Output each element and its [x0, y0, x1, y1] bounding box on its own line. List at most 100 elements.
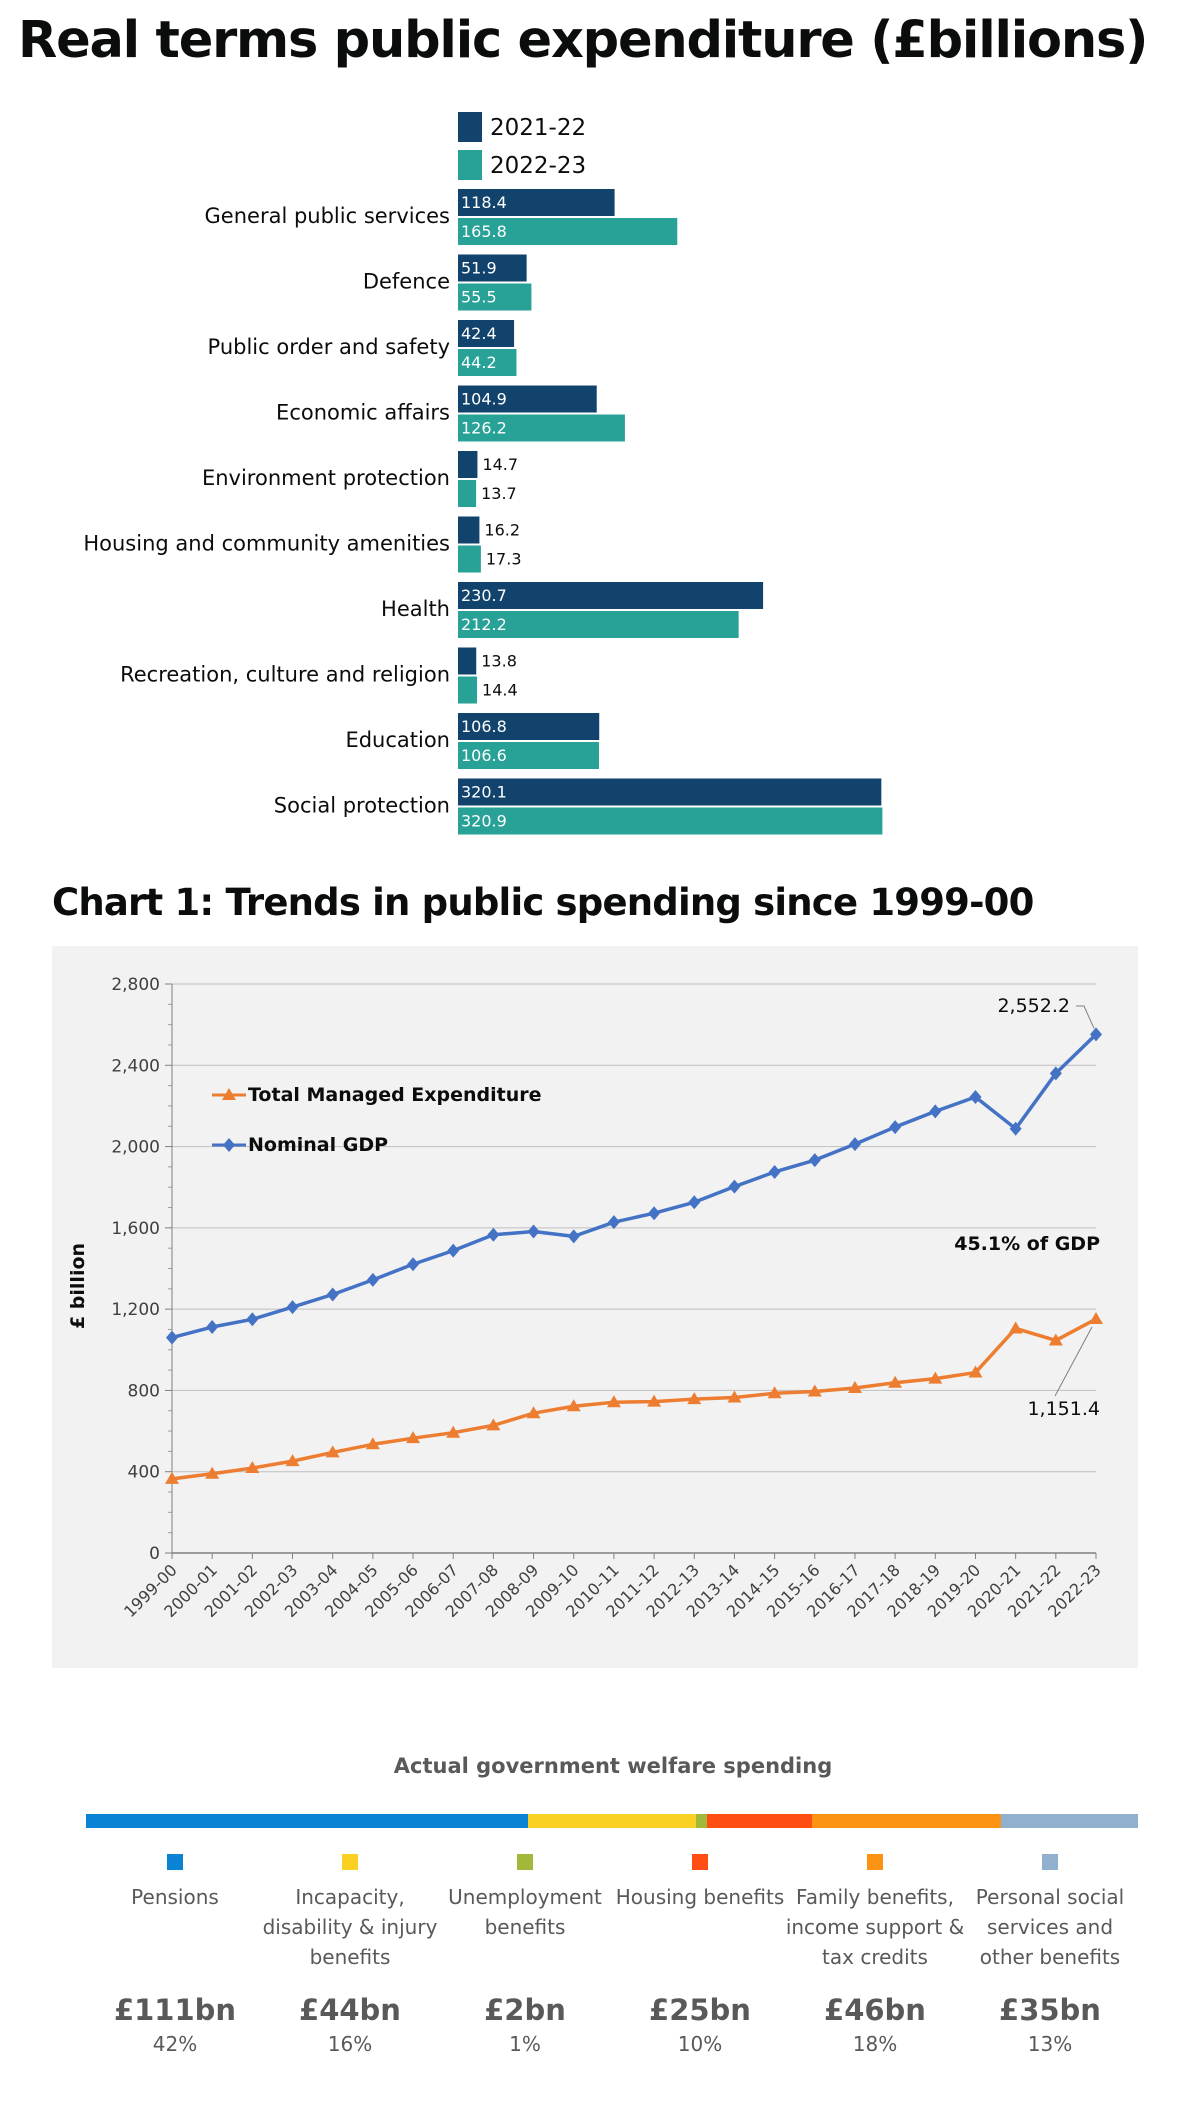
bar-value-label: 320.1 — [461, 783, 507, 802]
bar-2021-22 — [458, 254, 527, 282]
data-point-gdp — [607, 1215, 620, 1230]
bar-2021-22 — [458, 713, 600, 740]
line-chart-svg: 04008001,2001,6002,0002,4002,8001999-002… — [67, 975, 1105, 1621]
data-point-tme — [285, 1454, 300, 1467]
annotation-gdp-share: 45.1% of GDP — [954, 1233, 1100, 1255]
data-point-tme — [526, 1406, 541, 1419]
bar-value-label: 16.2 — [484, 521, 520, 540]
bar-2021-22 — [458, 778, 882, 806]
category-label: Health — [381, 597, 450, 621]
bar-2022-23 — [458, 480, 477, 507]
welfare-items: Pensions £111bn 42% Incapacity, disability … — [88, 1854, 1138, 2104]
annotation-leader-gdp — [1076, 1005, 1095, 1029]
spending-trend-line-chart: 0 400 800 1,200 1,600 2,000 2,400 2,800 1999-00 2… — [52, 946, 1138, 1668]
data-point-tme — [647, 1394, 662, 1407]
category-label: Education — [345, 728, 450, 752]
data-point-gdp — [366, 1272, 379, 1287]
data-point-tme — [165, 1471, 179, 1484]
bar-value-label: 13.7 — [481, 484, 517, 503]
welfare-item-family: Family benefits, income support & tax cr… — [785, 1854, 965, 2058]
data-point-gdp — [768, 1164, 781, 1179]
welfare-amount: £25bn — [649, 1993, 751, 2027]
bar-value-label: 14.4 — [482, 681, 518, 700]
bar-2022-23 — [458, 742, 599, 769]
welfare-segment-pensions — [86, 1814, 528, 1828]
welfare-label: Pensions — [131, 1885, 219, 1909]
welfare-percentage: 16% — [327, 2032, 373, 2056]
y-axis-title: £ billion — [67, 1243, 89, 1329]
series-line-gdp — [171, 1033, 1098, 1340]
series-line-tme — [171, 1317, 1097, 1481]
data-point-tme — [205, 1466, 220, 1479]
data-point-tme — [446, 1425, 461, 1438]
bar-chart-svg: 2021-22 2022-23 General public services 118… — [83, 112, 883, 835]
chart1-title: Chart 1: Trends in public spending since… — [52, 881, 1034, 924]
data-point-tme — [486, 1418, 501, 1431]
bar-2022-23 — [458, 611, 739, 638]
data-point-tme — [687, 1392, 702, 1405]
data-point-tme — [325, 1445, 340, 1458]
data-point-tme — [807, 1384, 822, 1397]
data-point-gdp — [929, 1104, 942, 1119]
data-point-gdp — [246, 1312, 259, 1327]
welfare-swatch — [867, 1854, 883, 1870]
y-tick-label: 2,000 — [111, 1138, 160, 1158]
data-point-gdp — [688, 1195, 701, 1210]
data-point-gdp — [407, 1257, 420, 1272]
bar-value-label: 14.7 — [482, 455, 518, 474]
bar-2022-23 — [458, 807, 883, 835]
bar-2021-22 — [458, 582, 764, 609]
page-title: Real terms public expenditure (£billions… — [18, 11, 1148, 70]
bar-value-label: 13.8 — [481, 652, 517, 671]
y-tick-label: 1,200 — [111, 1300, 160, 1320]
bar-2022-23 — [458, 545, 481, 573]
welfare-item-personal-social: Personal social services and other benef… — [960, 1854, 1140, 2058]
category-label: Housing and community amenities — [83, 532, 450, 556]
welfare-label: Personal social services and other benef… — [975, 1885, 1125, 1969]
data-point-gdp — [848, 1137, 861, 1152]
welfare-percentage: 1% — [509, 2032, 541, 2056]
data-point-tme — [727, 1390, 742, 1403]
bar-value-label: 126.2 — [461, 419, 507, 438]
bar-value-label: 106.8 — [461, 717, 507, 736]
welfare-title: Actual government welfare spending — [393, 1754, 833, 1778]
data-point-gdp — [1049, 1066, 1062, 1081]
category-label: Recreation, culture and religion — [120, 663, 450, 687]
welfare-percentage: 10% — [677, 2032, 723, 2056]
category-label: Public order and safety — [208, 335, 450, 359]
data-point-gdp — [648, 1206, 661, 1221]
data-point-gdp — [1009, 1121, 1022, 1136]
bar-value-label: 51.9 — [461, 259, 497, 278]
data-point-gdp — [808, 1153, 821, 1168]
data-point-tme — [365, 1437, 380, 1450]
welfare-stacked-bar — [86, 1814, 1138, 1828]
welfare-swatch — [1042, 1854, 1058, 1870]
bar-2022-23 — [458, 283, 532, 311]
annotation-tme-value: 1,151.4 — [1027, 1398, 1100, 1420]
welfare-percentage: 18% — [852, 2032, 898, 2056]
data-point-gdp — [728, 1179, 741, 1194]
welfare-swatch — [167, 1854, 183, 1870]
category-label: Defence — [363, 270, 450, 294]
bar-2021-22 — [458, 516, 480, 544]
welfare-amount: £35bn — [999, 1993, 1101, 2027]
data-point-tme — [928, 1371, 943, 1384]
welfare-swatch — [517, 1854, 533, 1870]
bar-2021-22 — [458, 320, 515, 347]
annotation-gdp-value: 2,552.2 — [997, 995, 1070, 1017]
bar-value-label: 44.2 — [461, 353, 497, 372]
bar-value-label: 320.9 — [461, 812, 507, 831]
welfare-amount: £44bn — [299, 1993, 401, 2027]
welfare-swatch — [342, 1854, 358, 1870]
expenditure-bar-chart: Real terms public expenditure (£billions… — [0, 0, 1196, 850]
welfare-segment-housing — [706, 1814, 812, 1828]
data-point-tme — [606, 1395, 621, 1408]
legend-label: Total Managed Expenditure — [248, 1084, 542, 1106]
data-point-gdp — [889, 1120, 902, 1135]
data-point-gdp — [326, 1287, 339, 1302]
bar-2022-23 — [458, 218, 678, 245]
bar-value-label: 42.4 — [461, 324, 497, 343]
welfare-item-unemployment: Unemployment benefits £2bn 1% — [435, 1854, 615, 2058]
bar-2022-23 — [458, 349, 517, 376]
welfare-amount: £2bn — [484, 1993, 566, 2027]
